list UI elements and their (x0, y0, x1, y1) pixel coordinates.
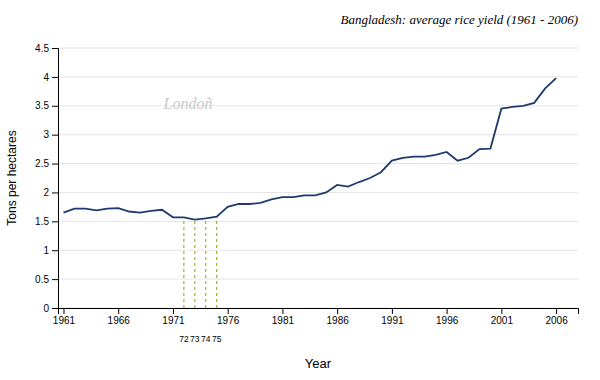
x-tick: 1991 (381, 308, 404, 326)
y-tick-mark (52, 221, 58, 222)
x-tick-mark (392, 308, 393, 314)
x-tick: 1986 (327, 308, 350, 326)
chart: 1961 1966 1971 1976 1981 1986 1991 1996 2001 2006… (0, 0, 600, 380)
y-tick-mark (52, 77, 58, 78)
y-tick-label: 2 (43, 187, 49, 198)
x-tick-mark (556, 308, 557, 314)
x-tick-mark (173, 308, 174, 314)
annotation-label: 74 (201, 334, 211, 344)
y-axis-line (52, 49, 59, 309)
x-tick: 1961 (53, 308, 76, 326)
y-tick-label: 3 (43, 129, 49, 140)
grid-line (58, 105, 578, 106)
dashed-marker (205, 218, 206, 308)
x-tick: 1981 (272, 308, 295, 326)
grid-line (58, 163, 578, 164)
y-tick: 4 (43, 72, 58, 83)
x-tick-label: 1966 (108, 315, 131, 326)
y-tick-mark (52, 48, 58, 49)
x-tick: 2001 (491, 308, 514, 326)
x-tick-label: 1961 (53, 315, 76, 326)
grid-line (58, 134, 578, 135)
y-tick-mark (52, 192, 58, 193)
x-tick-mark (228, 308, 229, 314)
annotation-label: 73 (190, 334, 200, 344)
grid-line (58, 279, 578, 280)
y-tick-mark (52, 279, 58, 280)
watermark: Londoñ (163, 95, 213, 112)
x-tick-mark (63, 308, 64, 314)
x-tick-label: 2006 (545, 315, 568, 326)
annotation-label: 75 (212, 334, 222, 344)
x-tick: 2006 (545, 308, 568, 326)
y-tick-label: 4 (43, 72, 49, 83)
x-tick-mark (447, 308, 448, 314)
y-tick-label: 1 (43, 245, 49, 256)
y-tick-mark (52, 250, 58, 251)
x-tick: 1966 (108, 308, 131, 326)
x-tick: 1996 (436, 308, 459, 326)
x-axis: 1961 1966 1971 1976 1981 1986 1991 1996 2001 2006 (53, 308, 579, 326)
x-axis-label: Year (305, 356, 332, 371)
y-tick: 0 (43, 303, 58, 314)
y-tick: 4.5 (35, 43, 58, 54)
y-tick-label: 0 (43, 303, 49, 314)
y-tick-label: 2.5 (35, 158, 49, 169)
annotation-label: 72 (179, 334, 189, 344)
x-tick-mark (501, 308, 502, 314)
x-tick: 1971 (162, 308, 185, 326)
x-tick-label: 1991 (381, 315, 404, 326)
dashed-marker (216, 217, 217, 308)
title: Bangladesh: average rice yield (1961 - 2… (340, 12, 578, 27)
y-tick-label: 3.5 (35, 100, 49, 111)
x-tick-mark (337, 308, 338, 314)
data-line (63, 78, 556, 220)
y-tick-mark (52, 308, 58, 309)
y-axis: 0 0.5 1 1.5 2 2.5 3 3.5 4 4.5 (35, 43, 58, 314)
y-tick: 3.5 (35, 100, 58, 111)
grid (58, 48, 578, 308)
plot-area (63, 78, 556, 308)
y-tick-label: 0.5 (35, 274, 49, 285)
y-tick: 0.5 (35, 274, 58, 285)
grid-line (58, 250, 578, 251)
x-tick-mark (118, 308, 119, 314)
grid-line (58, 192, 578, 193)
x-tick-label: 1976 (217, 315, 240, 326)
y-tick-mark (52, 164, 58, 165)
annotations: 72737475 Londoñ (163, 95, 222, 344)
y-tick-mark (52, 106, 58, 107)
x-axis-line (59, 309, 579, 315)
y-tick-mark (52, 135, 58, 136)
grid-line (58, 76, 578, 77)
x-tick-label: 1981 (272, 315, 295, 326)
y-tick: 2 (43, 187, 58, 198)
y-tick: 2.5 (35, 158, 58, 169)
x-tick-label: 2001 (491, 315, 514, 326)
x-tick-label: 1986 (327, 315, 350, 326)
grid-line (58, 48, 578, 49)
y-tick: 1 (43, 245, 58, 256)
y-axis-label: Tons per hectares (5, 130, 19, 225)
dashed-marker (183, 217, 184, 308)
x-tick-label: 1971 (162, 315, 185, 326)
x-tick-label: 1996 (436, 315, 459, 326)
grid-line (58, 221, 578, 222)
y-tick: 3 (43, 129, 58, 140)
y-tick-label: 4.5 (35, 43, 49, 54)
x-tick-mark (282, 308, 283, 314)
y-tick: 1.5 (35, 216, 58, 227)
dashed-marker (194, 220, 195, 308)
y-tick-label: 1.5 (35, 216, 49, 227)
x-tick: 1976 (217, 308, 240, 326)
